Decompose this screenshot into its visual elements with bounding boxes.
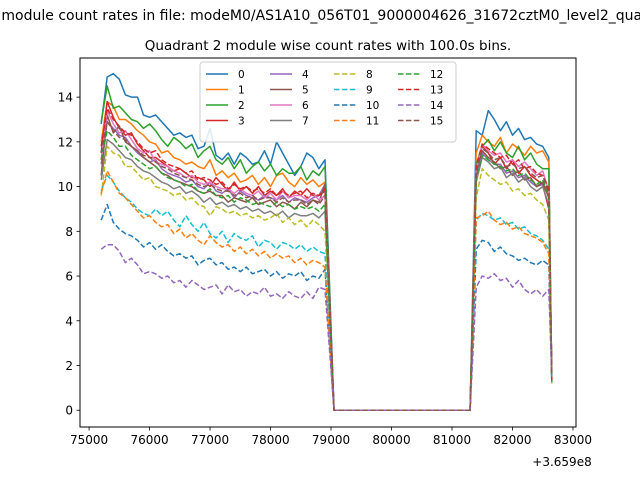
x-tick-label: 79000 [312, 433, 350, 447]
plot-frame [79, 57, 577, 428]
y-tick-label: 6 [65, 270, 73, 284]
series-line-15 [100, 120, 553, 411]
legend-label-5: 5 [302, 85, 309, 97]
figure-suptitle: Quadrant 2 module count rates in file: m… [0, 8, 640, 24]
x-tick-label: 77000 [191, 433, 229, 447]
y-tick-label: 8 [65, 225, 73, 239]
y-tick-label: 14 [58, 91, 73, 105]
legend-label-9: 9 [366, 85, 373, 97]
x-tick-label: 78000 [251, 433, 289, 447]
legend-label-0: 0 [238, 69, 245, 81]
legend-label-3: 3 [238, 116, 245, 128]
series-line-9 [100, 174, 553, 411]
legend-label-2: 2 [238, 100, 245, 112]
series-line-1 [100, 100, 553, 411]
legend-frame [199, 61, 457, 143]
x-tick-label: 83000 [554, 433, 592, 447]
series-line-12 [100, 129, 553, 411]
legend-label-11: 11 [366, 116, 379, 128]
axes-layer: 75000 76000 77000 78000 79000 80000 81000 82000… [58, 91, 592, 447]
y-tick-label: 10 [58, 180, 73, 194]
legend-label-13: 13 [430, 85, 443, 97]
x-tick-label: 81000 [433, 433, 471, 447]
legend-label-8: 8 [366, 69, 373, 81]
y-tick-label: 0 [65, 404, 73, 418]
x-tick-label: 75000 [70, 433, 108, 447]
legend-label-10: 10 [366, 100, 379, 112]
series-line-11 [100, 170, 553, 411]
legend-label-1: 1 [238, 85, 245, 97]
series-layer [100, 72, 553, 411]
series-line-14 [100, 243, 553, 411]
legend-label-12: 12 [430, 69, 443, 81]
legend-label-15: 15 [430, 116, 443, 128]
series-line-8 [100, 145, 553, 411]
series-line-13 [100, 107, 553, 411]
legend-label-6: 6 [302, 100, 309, 112]
y-tick-label: 4 [65, 314, 73, 328]
series-line-2 [100, 85, 553, 411]
series-line-6 [100, 109, 553, 411]
legend-label-7: 7 [302, 116, 309, 128]
legend-label-14: 14 [430, 100, 444, 112]
x-tick-label: 80000 [372, 433, 410, 447]
x-tick-label: 76000 [130, 433, 168, 447]
chart-title: Quadrant 2 module wise count rates with … [145, 38, 511, 54]
series-line-0 [100, 72, 553, 411]
y-tick-label: 12 [58, 135, 73, 149]
legend-label-4: 4 [302, 69, 309, 81]
series-line-10 [100, 203, 553, 411]
x-tick-label: 82000 [493, 433, 531, 447]
x-axis-offset-label: +3.659e8 [532, 455, 591, 469]
y-tick-label: 2 [65, 359, 73, 373]
series-line-7 [100, 138, 553, 411]
